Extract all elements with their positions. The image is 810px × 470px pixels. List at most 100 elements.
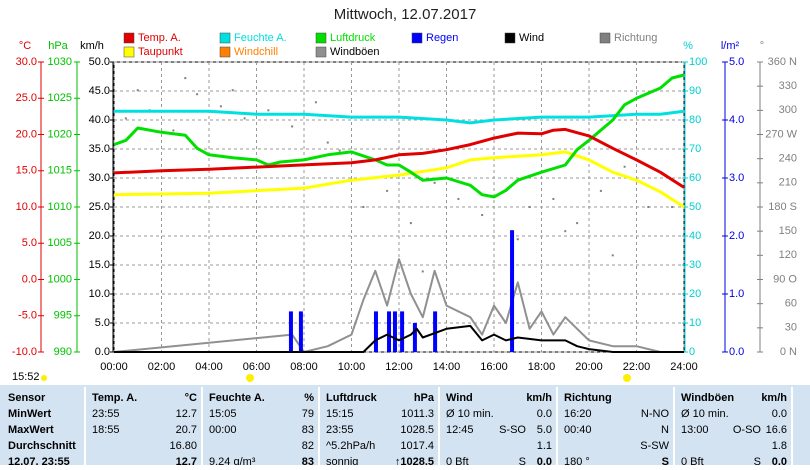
cell-text: S — [519, 456, 526, 465]
x-tick-label: 04:00 — [195, 361, 223, 373]
y-tick-label: 0 — [689, 346, 695, 358]
y-tick-label: 70 — [689, 143, 701, 155]
y-tick-label: 210 — [779, 177, 797, 189]
y-tick-label: 4.0 — [729, 114, 744, 126]
direction-dot — [528, 206, 531, 208]
direction-dot — [457, 197, 460, 200]
y-tick-label: 20.0 — [16, 128, 37, 140]
cell-text: 12:45 — [446, 424, 474, 436]
rain-bar — [412, 323, 417, 352]
y-tick-label: 5.0 — [22, 237, 37, 249]
y-tick-label: 20 — [689, 288, 701, 300]
y-tick-label: 30.0 — [16, 56, 37, 68]
cell-text: O-SO — [733, 424, 762, 436]
y-tick-label: 1020 — [48, 128, 72, 140]
legend-label: Windböen — [330, 46, 380, 58]
data-line — [114, 109, 685, 125]
legend-label: Windchill — [234, 46, 278, 58]
data-line — [113, 150, 685, 209]
cell-value: 12.7 — [176, 408, 197, 420]
direction-dot — [611, 254, 614, 257]
direction-dot — [338, 149, 341, 152]
y-tick-label: 40.0 — [89, 114, 110, 126]
y-tick-label: 60 — [689, 172, 701, 184]
y-tick-label: 1030 — [48, 56, 72, 68]
cell-value: 12.7 — [176, 456, 197, 465]
direction-dot — [219, 105, 222, 108]
cell-value: N — [661, 424, 669, 436]
cell-text: 23:55 — [92, 408, 120, 420]
direction-dot — [599, 189, 602, 192]
y-tick-label: 30.0 — [89, 172, 110, 184]
y-tick-label: 0.0 — [729, 346, 744, 358]
y-tick-label: 15.0 — [89, 259, 110, 271]
y-tick-label: 90 — [689, 85, 701, 97]
y-tick-label: 360 N — [768, 56, 797, 68]
y-tick-label: 180 S — [768, 201, 797, 213]
direction-dot — [671, 206, 674, 208]
direction-dot — [386, 189, 389, 192]
direction-dot — [326, 141, 329, 144]
cell-value: 20.7 — [176, 424, 197, 436]
direction-dot — [291, 125, 294, 128]
row-label: Durchschnitt — [8, 440, 76, 452]
cell-value: 82 — [302, 440, 314, 452]
cell-value: 1011.3 — [401, 408, 434, 420]
legend-swatch — [123, 32, 135, 44]
cell-value: 83 — [302, 456, 314, 465]
y-tick-label: 30 — [689, 259, 701, 271]
cell-value: hPa — [414, 392, 435, 404]
y-tick-label: 300 — [779, 104, 797, 116]
y-tick-label: 5.0 — [95, 317, 110, 329]
y-tick-label: 990 — [54, 346, 72, 358]
row-label: MinWert — [8, 408, 52, 420]
legend-label: Wind — [519, 32, 544, 44]
y-tick-label: 0.0 — [22, 273, 37, 285]
cell-text: 18:55 — [92, 424, 120, 436]
cell-text: Ø 10 min. — [681, 408, 729, 420]
data-line — [114, 324, 684, 353]
x-tick-label: 08:00 — [290, 361, 318, 373]
rain-bar — [400, 311, 405, 352]
x-tick-label: 00:00 — [100, 361, 128, 373]
legend-label: Taupunkt — [138, 46, 183, 58]
y-tick-label: 1015 — [48, 165, 72, 177]
cell-value: 79 — [302, 408, 314, 420]
y-tick-label: 240 — [779, 153, 797, 165]
cell-value: 0.0 — [537, 456, 552, 465]
row-label: Sensor — [8, 392, 46, 404]
direction-dot — [231, 89, 234, 92]
chart-title: Mittwoch, 12.07.2017 — [334, 6, 477, 23]
sunrise-icon — [246, 374, 254, 382]
y-tick-label: 120 — [779, 249, 797, 261]
y-tick-label: 60 — [785, 298, 797, 310]
cell-value: S-SW — [640, 440, 669, 452]
direction-dot — [576, 222, 579, 225]
legend-swatch — [123, 46, 135, 58]
cell-text: Wind — [446, 392, 473, 404]
rain-bar — [392, 311, 397, 352]
x-tick-label: 22:00 — [623, 361, 651, 373]
rain-bar — [298, 311, 303, 352]
direction-dot — [409, 222, 412, 225]
cell-value: 5.0 — [537, 424, 552, 436]
axis-unit: hPa — [48, 40, 68, 52]
direction-dot — [623, 165, 626, 168]
direction-dot — [564, 230, 567, 233]
rain-bar — [373, 311, 378, 352]
cell-text: 0 Bft — [446, 456, 469, 465]
cell-text: 15:05 — [209, 408, 237, 420]
y-tick-label: 10.0 — [89, 288, 110, 300]
direction-dot — [136, 89, 139, 92]
y-tick-label: 35.0 — [89, 143, 110, 155]
cell-text: S-SO — [499, 424, 526, 436]
direction-dot — [172, 129, 175, 132]
legend-label: Richtung — [614, 32, 657, 44]
axis-unit: % — [683, 40, 693, 52]
y-tick-label: -10.0 — [12, 346, 37, 358]
direction-dot — [243, 117, 246, 120]
y-tick-label: 25.0 — [16, 92, 37, 104]
y-tick-label: 10 — [689, 317, 701, 329]
rain-bar — [433, 311, 438, 352]
legend-swatch — [315, 46, 327, 58]
